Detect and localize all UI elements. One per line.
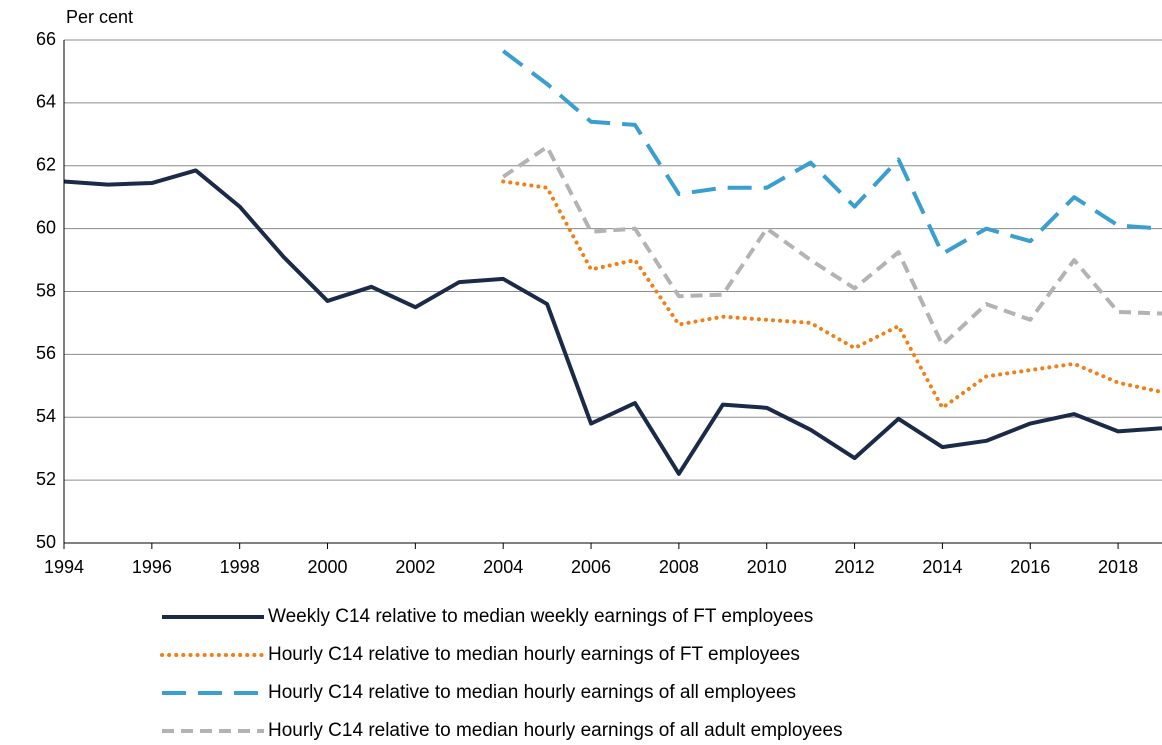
x-tick-label: 2006: [571, 557, 611, 577]
legend-label: Hourly C14 relative to median hourly ear…: [268, 682, 796, 703]
series-line: [502, 144, 1162, 347]
series-line: [501, 179, 1162, 410]
x-tick-label: 2016: [1010, 557, 1050, 577]
y-tick-label: 56: [36, 343, 56, 363]
legend-label: Weekly C14 relative to median weekly ear…: [268, 606, 813, 627]
plot-lines: [63, 49, 1162, 476]
series-line: [501, 49, 1162, 256]
axes: 50 52 54 56 58 60 62 64 66 1994 1996 1998 2000 2002 20…: [36, 29, 1162, 577]
x-tick-label: 2008: [659, 557, 699, 577]
x-tick-label: 1996: [132, 557, 172, 577]
y-tick-label: 52: [36, 469, 56, 489]
y-tick-label: 54: [36, 406, 56, 426]
y-tick-label: 66: [36, 29, 56, 49]
y-tick-label: 58: [36, 280, 56, 300]
x-tick-label: 2012: [835, 557, 875, 577]
x-tick-label: 2004: [483, 557, 523, 577]
y-tick-label: 50: [36, 532, 56, 552]
y-tick-label: 62: [36, 155, 56, 175]
grid: [64, 39, 1162, 544]
x-tick-label: 1998: [220, 557, 260, 577]
legend-label: Hourly C14 relative to median hourly ear…: [268, 644, 800, 665]
x-tick-label: 2000: [307, 557, 347, 577]
legend: Weekly C14 relative to median weekly ear…: [160, 606, 843, 741]
y-axis-label: Per cent: [66, 7, 133, 27]
y-tick-label: 64: [36, 92, 56, 112]
legend-label: Hourly C14 relative to median hourly ear…: [268, 720, 843, 741]
y-tick-label: 60: [36, 217, 56, 237]
series-line: [63, 168, 1162, 476]
x-tick-label: 2018: [1098, 557, 1138, 577]
x-tick-label: 2002: [395, 557, 435, 577]
x-tick-label: 2010: [747, 557, 787, 577]
x-tick-label: 1994: [44, 557, 84, 577]
x-tick-label: 2014: [922, 557, 962, 577]
